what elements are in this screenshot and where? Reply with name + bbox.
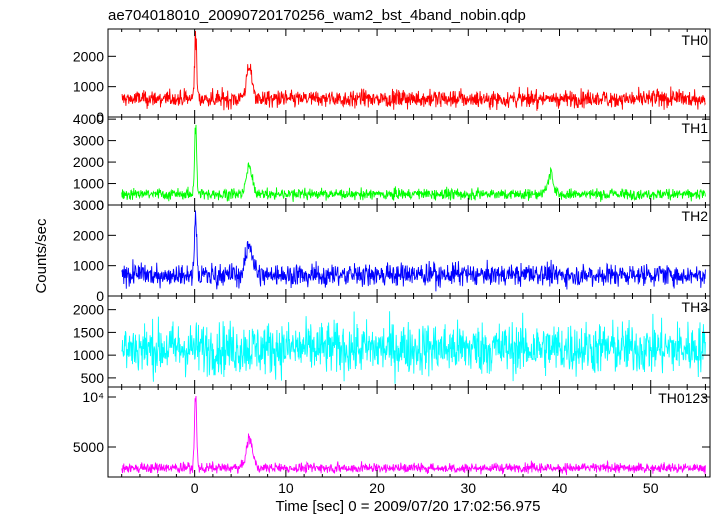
series-line-th2 [121, 210, 706, 292]
y-axis-label: Counts/sec [33, 218, 50, 294]
panel-th0: 0 1000 2000 TH0 [73, 28, 711, 125]
y-tick-label: 1000 [73, 258, 104, 274]
panel-label-th2: TH2 [682, 208, 709, 224]
panel-label-th1: TH1 [682, 120, 709, 136]
x-tick-label: 50 [643, 480, 659, 496]
y-tick-label: 0 [96, 197, 104, 213]
series-line-th1 [121, 124, 706, 202]
panel-th3: 500 1000 1500 2000 TH3 [73, 295, 711, 388]
y-tick-label: 5000 [73, 439, 104, 455]
panel-label-th3: TH3 [682, 299, 709, 315]
series-line-th3 [121, 311, 706, 384]
panel-label-th0: TH0 [682, 32, 709, 48]
panel-th0123: 5000 10⁴ TH0123 [73, 386, 711, 478]
x-tick-label: 10 [278, 480, 294, 496]
panel-frame [107, 28, 711, 118]
panel-frame [107, 204, 711, 297]
panels-group: 010002000TH001000200030004000TH101000200… [73, 28, 711, 496]
y-tick-label: 1000 [73, 347, 104, 363]
y-tick-label: 1500 [73, 324, 104, 340]
panel-frame [107, 386, 711, 478]
y-tick-label: 10⁴ [82, 389, 104, 405]
x-tick-label: 30 [460, 480, 476, 496]
y-tick-label: 3000 [73, 197, 104, 213]
x-tick-label: 20 [369, 480, 385, 496]
series-line-th0 [121, 30, 706, 111]
y-tick-label: 2000 [73, 154, 104, 170]
panel-th1: 0 1000 2000 3000 4000 TH1 [73, 111, 711, 213]
y-tick-label: 3000 [73, 133, 104, 149]
y-tick-label: 4000 [73, 111, 104, 127]
x-tick-label: 0 [191, 480, 199, 496]
y-tick-label: 1000 [73, 79, 104, 95]
series-line-th0123 [121, 395, 706, 476]
y-tick-label: 500 [81, 370, 105, 386]
y-tick-label: 2000 [73, 48, 104, 64]
panel-th2: 0 1000 2000 3000 TH2 [73, 197, 711, 304]
chart-title: ae704018010_20090720170256_wam2_bst_4ban… [108, 7, 526, 24]
panel-label-th0123: TH0123 [658, 390, 708, 406]
y-tick-label: 2000 [73, 302, 104, 318]
y-tick-label: 2000 [73, 227, 104, 243]
y-tick-label: 0 [96, 109, 104, 125]
y-tick-label: 0 [96, 288, 104, 304]
y-tick-label: 1000 [73, 176, 104, 192]
x-tick-label: 40 [552, 480, 568, 496]
x-axis-label: Time [sec] 0 = 2009/07/20 17:02:56.975 [275, 498, 540, 515]
